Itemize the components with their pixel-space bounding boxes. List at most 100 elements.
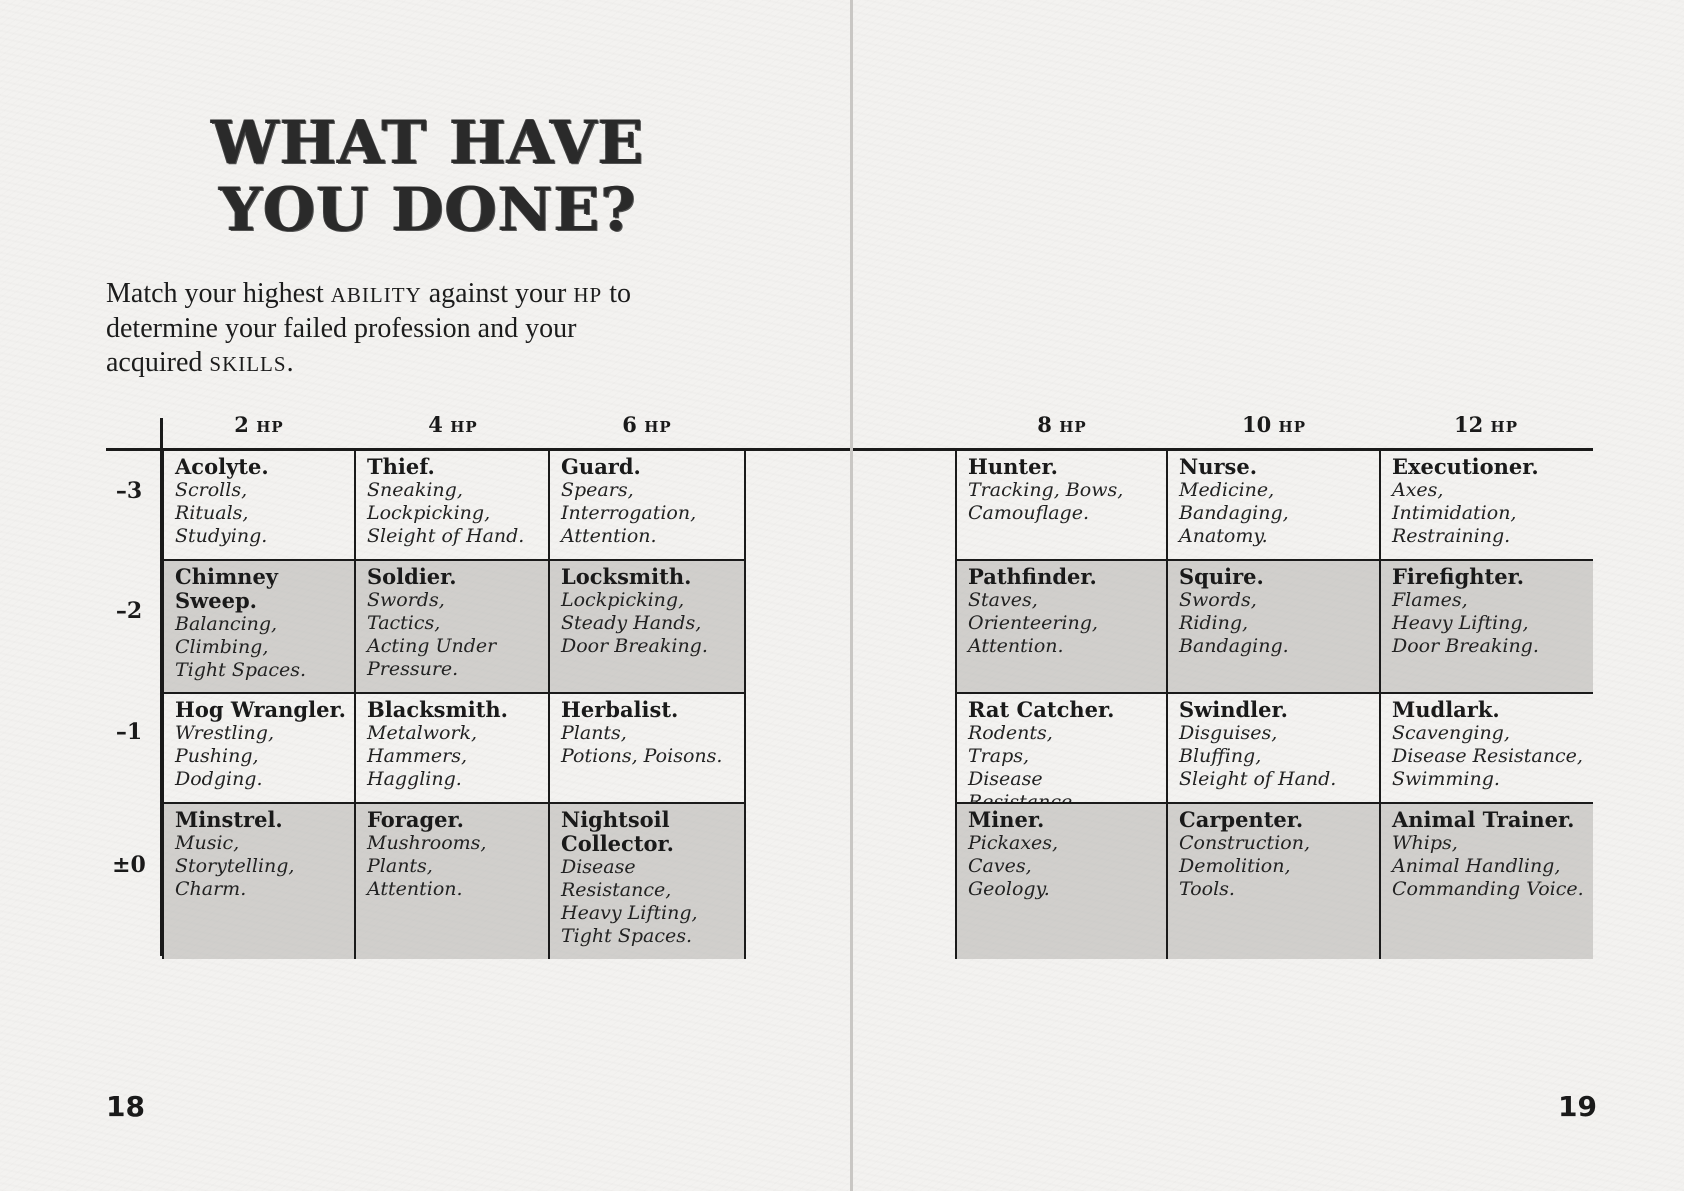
profession-cell: Nurse. Medicine, Bandaging, Anatomy.	[1168, 451, 1381, 561]
profession-cell: Nightsoil Collector. Disease Resistance, …	[550, 804, 746, 959]
profession-name: Nurse.	[1179, 454, 1258, 479]
profession-cell: Miner. Pickaxes, Caves, Geology.	[955, 804, 1168, 959]
profession-cell: Rat Catcher. Rodents, Traps, Disease Resi…	[955, 694, 1168, 804]
profession-cell: Forager. Mushrooms, Plants, Attention.	[356, 804, 550, 959]
hp-unit: HP	[256, 418, 284, 436]
profession-name: Acolyte.	[175, 454, 269, 479]
profession-skills: Plants, Potions, Poisons.	[561, 722, 723, 767]
profession-grid-right: Hunter. Tracking, Bows, Camouflage. Nurse.…	[955, 451, 1593, 959]
profession-name: Miner.	[968, 807, 1045, 832]
profession-name: Chimney Sweep.	[175, 564, 279, 613]
profession-name: Nightsoil Collector.	[561, 807, 674, 856]
column-header-4hp: 4 HP	[356, 412, 550, 437]
row-label-minus-3: –3	[115, 478, 143, 504]
profession-skills: Staves, Orienteering, Attention.	[968, 589, 1098, 657]
profession-name: Hog Wrangler.	[175, 697, 346, 722]
title-line-2: YOU DONE?	[219, 175, 637, 245]
profession-name: Locksmith.	[561, 564, 692, 589]
profession-cell: Mudlark. Scavenging, Disease Resistance, …	[1381, 694, 1593, 804]
page-number-right: 19	[1558, 1090, 1597, 1123]
profession-name: Swindler.	[1179, 697, 1288, 722]
page-title: WHAT HAVE YOU DONE?	[188, 110, 668, 244]
profession-cell: Hunter. Tracking, Bows, Camouflage.	[955, 451, 1168, 561]
column-header-10hp: 10 HP	[1168, 412, 1380, 437]
hp-value: 10	[1242, 412, 1272, 437]
column-header-12hp: 12 HP	[1380, 412, 1592, 437]
header-rule-left	[106, 448, 850, 451]
hp-unit: HP	[1059, 418, 1087, 436]
profession-skills: Flames, Heavy Lifting, Door Breaking.	[1392, 589, 1539, 657]
profession-skills: Balancing, Climbing, Tight Spaces.	[175, 613, 307, 681]
profession-skills: Disguises, Bluffing, Sleight of Hand.	[1179, 722, 1337, 790]
profession-cell: Herbalist. Plants, Potions, Poisons.	[550, 694, 746, 804]
column-header-8hp: 8 HP	[956, 412, 1168, 437]
skills-term: SKILLS	[209, 352, 287, 376]
profession-cell: Guard. Spears, Interrogation, Attention.	[550, 451, 746, 561]
hp-value: 8	[1037, 412, 1052, 437]
profession-cell: Squire. Swords, Riding, Bandaging.	[1168, 561, 1381, 694]
profession-cell: Soldier. Swords, Tactics, Acting Under Pr…	[356, 561, 550, 694]
profession-name: Executioner.	[1392, 454, 1539, 479]
ability-term: ABILITY	[330, 283, 422, 307]
intro-text-2: against your	[421, 278, 574, 309]
profession-cell: Carpenter. Construction, Demolition, Tool…	[1168, 804, 1381, 959]
header-rule-right	[853, 448, 1593, 451]
profession-cell: Locksmith. Lockpicking, Steady Hands, Doo…	[550, 561, 746, 694]
profession-skills: Spears, Interrogation, Attention.	[561, 479, 697, 547]
profession-name: Animal Trainer.	[1392, 807, 1575, 832]
profession-cell: Thief. Sneaking, Lockpicking, Sleight of …	[356, 451, 550, 561]
profession-skills: Swords, Riding, Bandaging.	[1179, 589, 1289, 657]
profession-skills: Scrolls, Rituals, Studying.	[175, 479, 268, 547]
profession-name: Squire.	[1179, 564, 1264, 589]
profession-skills: Tracking, Bows, Camouflage.	[968, 479, 1124, 524]
hp-value: 2	[234, 412, 249, 437]
intro-text-4: .	[286, 347, 294, 378]
hp-unit: HP	[1278, 418, 1306, 436]
page-gutter	[850, 0, 853, 1191]
profession-name: Forager.	[367, 807, 464, 832]
profession-skills: Sneaking, Lockpicking, Sleight of Hand.	[367, 479, 525, 547]
profession-skills: Disease Resistance, Heavy Lifting, Tight…	[561, 856, 698, 947]
intro-text-1: Match your highest	[106, 278, 331, 309]
hp-unit: HP	[450, 418, 478, 436]
intro-paragraph: Match your highest ABILITY against your …	[106, 277, 666, 381]
hp-unit: HP	[1490, 418, 1518, 436]
profession-skills: Metalwork, Hammers, Haggling.	[367, 722, 478, 790]
profession-skills: Pickaxes, Caves, Geology.	[968, 832, 1059, 900]
profession-skills: Rodents, Traps, Disease Resistance.	[968, 722, 1079, 804]
profession-name: Rat Catcher.	[968, 697, 1115, 722]
row-label-zero: ±0	[112, 852, 146, 878]
hp-value: 6	[622, 412, 637, 437]
hp-unit: HP	[644, 418, 672, 436]
profession-skills: Axes, Intimidation, Restraining.	[1392, 479, 1517, 547]
profession-name: Thief.	[367, 454, 435, 479]
profession-cell: Firefighter. Flames, Heavy Lifting, Door …	[1381, 561, 1593, 694]
row-label-minus-2: –2	[115, 598, 143, 624]
hp-value: 4	[428, 412, 443, 437]
profession-cell: Minstrel. Music, Storytelling, Charm.	[162, 804, 356, 959]
profession-name: Firefighter.	[1392, 564, 1525, 589]
column-header-6hp: 6 HP	[550, 412, 744, 437]
profession-name: Pathfinder.	[968, 564, 1097, 589]
profession-skills: Medicine, Bandaging, Anatomy.	[1179, 479, 1289, 547]
hp-value: 12	[1454, 412, 1484, 437]
profession-skills: Whips, Animal Handling, Commanding Voice…	[1392, 832, 1584, 900]
title-line-1: WHAT HAVE	[211, 108, 645, 178]
profession-cell: Animal Trainer. Whips, Animal Handling, C…	[1381, 804, 1593, 959]
profession-skills: Construction, Demolition, Tools.	[1179, 832, 1310, 900]
profession-skills: Mushrooms, Plants, Attention.	[367, 832, 487, 900]
profession-name: Hunter.	[968, 454, 1058, 479]
profession-skills: Wrestling, Pushing, Dodging.	[175, 722, 274, 790]
intro-text-3: to determine your failed profession and …	[106, 278, 632, 378]
profession-name: Blacksmith.	[367, 697, 508, 722]
row-label-minus-1: –1	[115, 719, 143, 745]
column-header-2hp: 2 HP	[162, 412, 356, 437]
profession-skills: Lockpicking, Steady Hands, Door Breaking…	[561, 589, 708, 657]
profession-skills: Music, Storytelling, Charm.	[175, 832, 295, 900]
profession-name: Guard.	[561, 454, 641, 479]
profession-cell: Blacksmith. Metalwork, Hammers, Haggling.	[356, 694, 550, 804]
profession-name: Carpenter.	[1179, 807, 1304, 832]
profession-cell: Hog Wrangler. Wrestling, Pushing, Dodging…	[162, 694, 356, 804]
row-label-rule	[160, 418, 163, 956]
